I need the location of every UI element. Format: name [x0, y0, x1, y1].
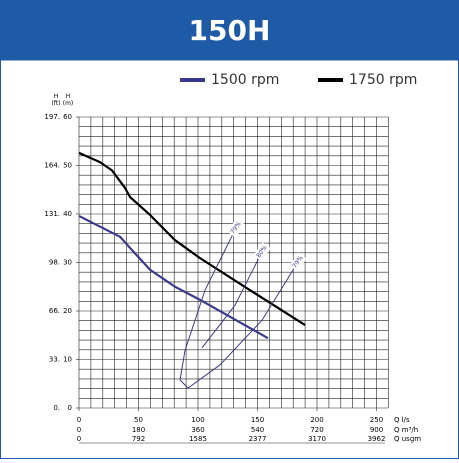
efficiency-label-bg: [253, 242, 271, 262]
header: [0, 0, 459, 60]
x-tick-label: 0: [77, 416, 81, 424]
y-tick-label-ft: 98.: [49, 259, 60, 267]
efficiency-curve: [187, 261, 299, 389]
x-tick-label-alt: 2377: [249, 435, 267, 443]
x-tick-label-alt: 180: [132, 426, 145, 434]
y-tick-label: 50: [63, 162, 72, 170]
x-tick-label: 200: [310, 416, 323, 424]
legend-label: 1750 rpm: [349, 72, 417, 88]
x-tick-label-alt: 360: [191, 426, 204, 434]
y-tick-label-ft: 197.: [44, 113, 60, 121]
x-tick-label-alt: 1585: [189, 435, 207, 443]
efficiency-curve: [201, 251, 263, 349]
x-tick-label-alt: 3962: [368, 435, 386, 443]
y-axis-label: H (m): [63, 93, 74, 107]
x-tick-label-alt: 720: [310, 426, 323, 434]
y-tick-label: 20: [63, 307, 72, 315]
x-tick-label-alt: 792: [132, 435, 145, 443]
x-tick-label: 150: [251, 416, 264, 424]
x-tick-label-alt: 540: [251, 426, 264, 434]
series-line: [78, 214, 269, 340]
x-tick-label-alt: 3170: [308, 435, 326, 443]
y-tick-label-ft: 66.: [49, 307, 60, 315]
x-unit-label: Q l/s: [394, 416, 410, 424]
x-tick-label-alt: 0: [77, 426, 81, 434]
x-tick-label: 50: [134, 416, 143, 424]
efficiency-label-bg: [289, 252, 307, 272]
x-unit-label: Q m³/h: [394, 426, 418, 434]
y-tick-label: 40: [63, 210, 72, 218]
y-tick-label-ft: 164.: [44, 162, 60, 170]
series-line: [78, 151, 306, 326]
efficiency-label-bg: [227, 218, 245, 238]
efficiency-curve: [179, 227, 237, 389]
y-tick-label-ft: 0.: [53, 404, 60, 412]
chart-title: 150H: [189, 14, 271, 47]
y-tick-label-ft: 33.: [49, 356, 60, 364]
y-tick-label: 0: [68, 404, 72, 412]
x-tick-label: 250: [370, 416, 383, 424]
y-tick-label: 30: [63, 259, 72, 267]
y-axis-label: H (ft): [51, 93, 60, 107]
legend-label: 1500 rpm: [211, 72, 279, 88]
y-tick-label: 60: [63, 113, 72, 121]
x-tick-label: 100: [191, 416, 204, 424]
y-tick-label: 10: [63, 356, 72, 364]
y-tick-label-ft: 131.: [44, 210, 60, 218]
x-unit-label: Q usgm: [394, 435, 421, 443]
x-tick-label-alt: 900: [370, 426, 383, 434]
x-tick-label-alt: 0: [77, 435, 81, 443]
